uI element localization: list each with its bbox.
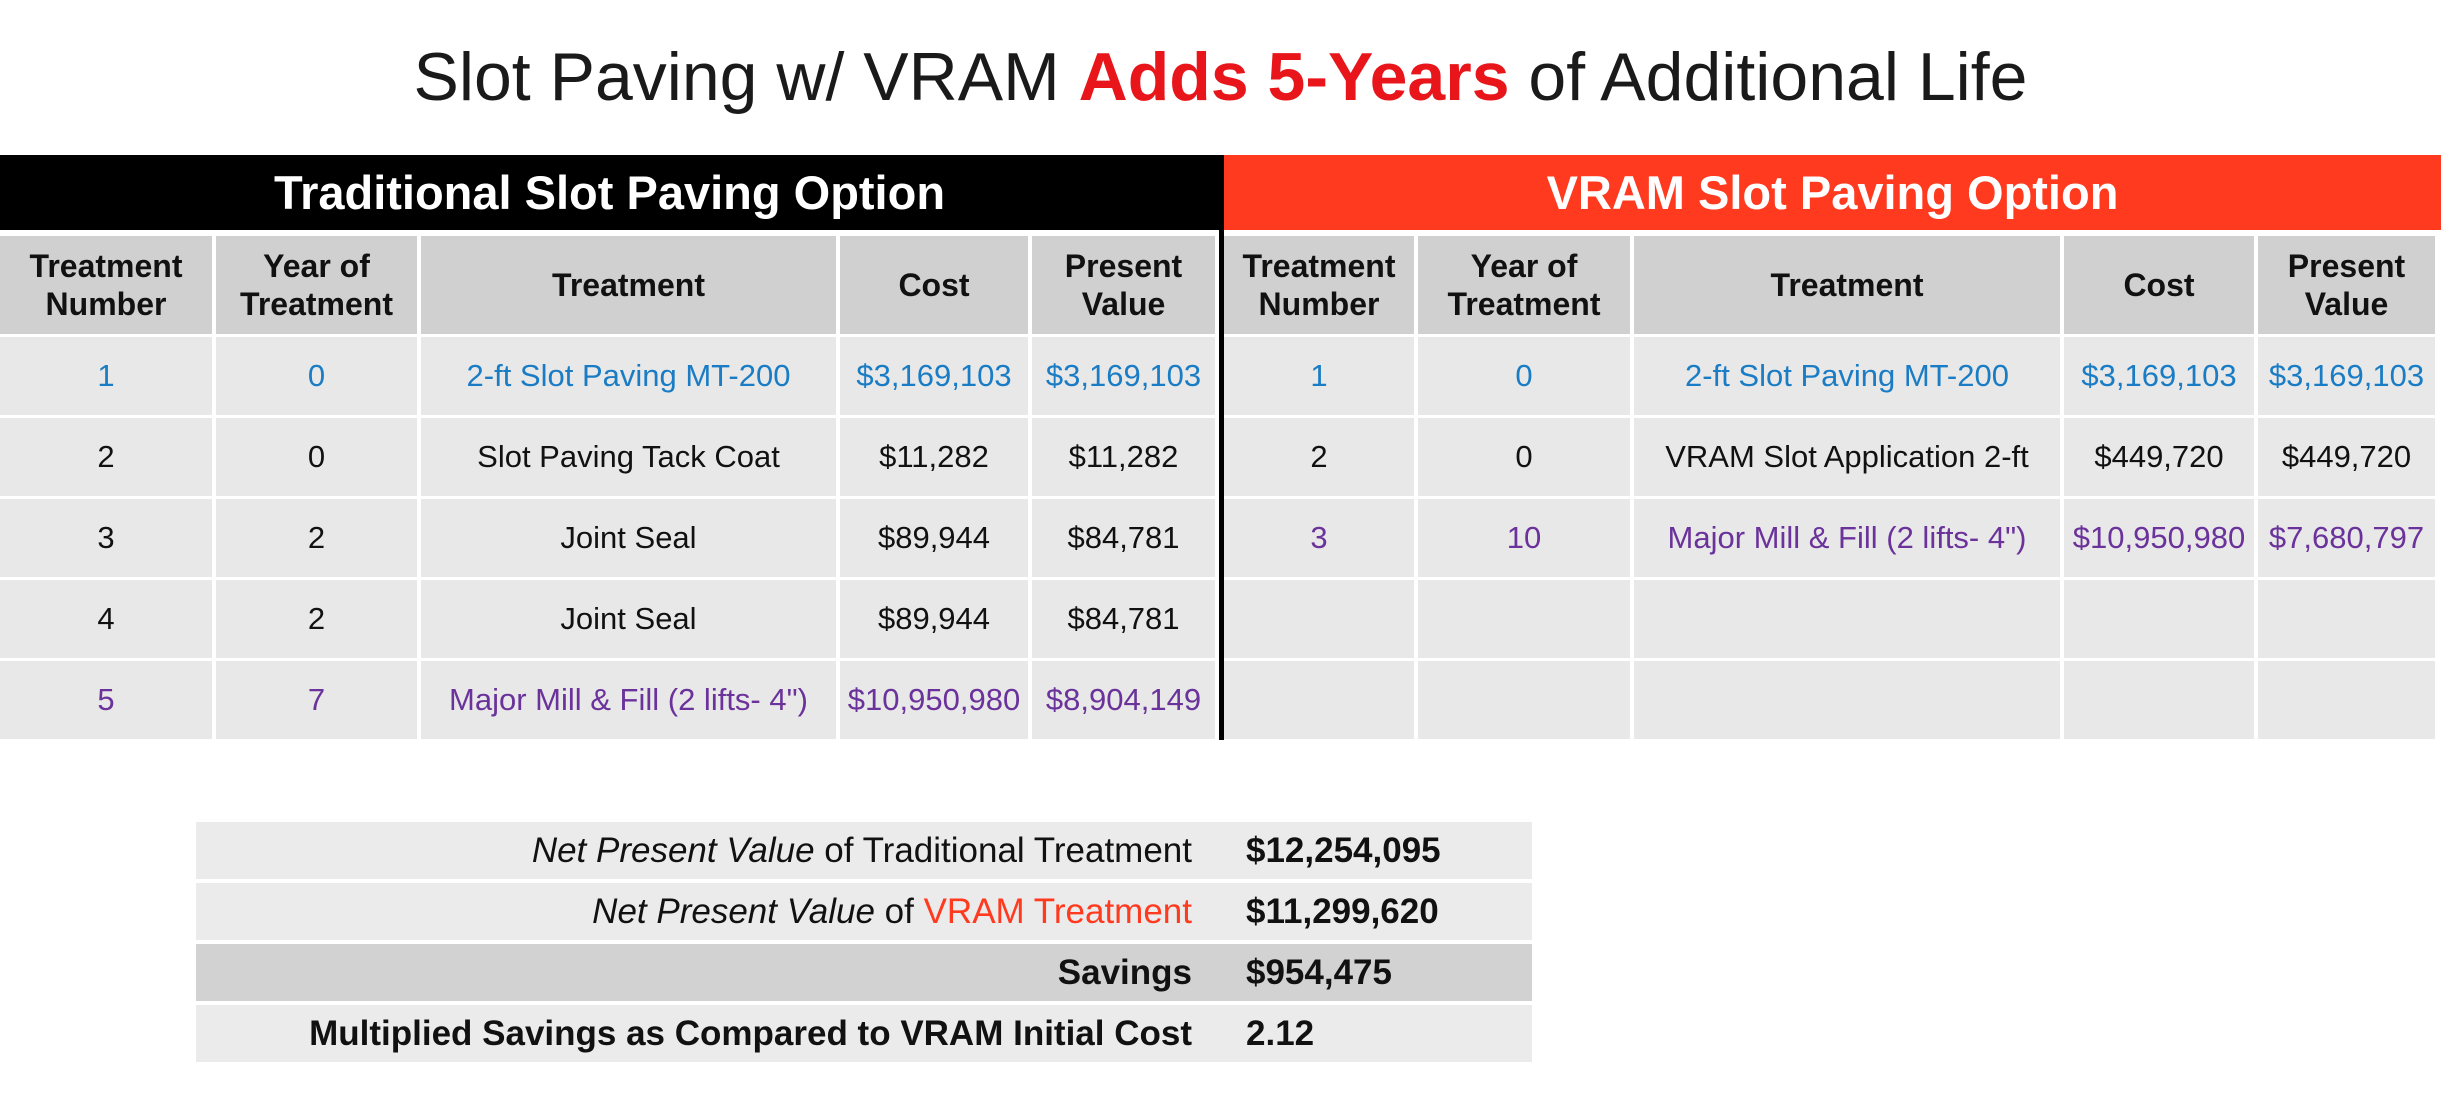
col-treatment-number: Treatment Number <box>1224 236 1414 334</box>
summary-table: Net Present Value of Traditional Treatme… <box>196 822 1532 1066</box>
multiplied-savings-label: Multiplied Savings as Compared to VRAM I… <box>309 1013 1192 1053</box>
page-title: Slot Paving w/ VRAM Adds 5-Years of Addi… <box>0 38 2441 116</box>
table-row: 5 7 Major Mill & Fill (2 lifts- 4") $10,… <box>0 661 1215 739</box>
cost-cell: $89,944 <box>840 580 1028 658</box>
present-value-cell: $84,781 <box>1032 499 1215 577</box>
treatment-number-cell: 5 <box>0 661 212 739</box>
year-cell <box>1418 580 1630 658</box>
year-cell: 0 <box>216 337 417 415</box>
npv-italic-text: Net Present Value <box>531 830 815 870</box>
treatment-number-cell: 2 <box>0 418 212 496</box>
year-cell: 0 <box>216 418 417 496</box>
treatment-cell <box>1634 580 2060 658</box>
section-divider <box>1219 155 1224 740</box>
table-row: 1 0 2-ft Slot Paving MT-200 $3,169,103 $… <box>0 337 1215 415</box>
col-treatment: Treatment <box>421 236 836 334</box>
present-value-cell: $3,169,103 <box>1032 337 1215 415</box>
treatment-number-cell: 4 <box>0 580 212 658</box>
table-row: 4 2 Joint Seal $89,944 $84,781 <box>0 580 1215 658</box>
table-row-empty <box>1224 661 2435 739</box>
cost-cell: $3,169,103 <box>2064 337 2254 415</box>
treatment-cell: Joint Seal <box>421 580 836 658</box>
year-cell: 2 <box>216 499 417 577</box>
cost-cell: $449,720 <box>2064 418 2254 496</box>
year-cell: 0 <box>1418 337 1630 415</box>
title-suffix: of Additional Life <box>1509 39 2028 115</box>
cost-cell: $10,950,980 <box>2064 499 2254 577</box>
treatment-number-cell <box>1224 580 1414 658</box>
npv-vram-value: $11,299,620 <box>1246 891 1439 931</box>
npv-traditional-label: Net Present Value of Traditional Treatme… <box>196 822 1208 879</box>
present-value-cell <box>2258 661 2435 739</box>
treatment-cell: Slot Paving Tack Coat <box>421 418 836 496</box>
savings-row: Savings $954,475 <box>196 944 1532 1001</box>
table-row: 3 10 Major Mill & Fill (2 lifts- 4") $10… <box>1224 499 2435 577</box>
cost-cell <box>2064 580 2254 658</box>
multiplied-savings-row: Multiplied Savings as Compared to VRAM I… <box>196 1005 1532 1062</box>
col-treatment: Treatment <box>1634 236 2060 334</box>
col-present-value: Present Value <box>1032 236 1215 334</box>
present-value-cell: $11,282 <box>1032 418 1215 496</box>
npv-traditional-row: Net Present Value of Traditional Treatme… <box>196 822 1532 879</box>
title-prefix: Slot Paving w/ VRAM <box>413 39 1079 115</box>
multiplied-savings-value: 2.12 <box>1246 1013 1315 1053</box>
year-cell: 2 <box>216 580 417 658</box>
npv-traditional-text: of Traditional Treatment <box>814 830 1192 870</box>
treatment-cell: 2-ft Slot Paving MT-200 <box>421 337 836 415</box>
treatment-number-cell: 1 <box>0 337 212 415</box>
savings-label: Savings <box>1057 952 1192 992</box>
traditional-treatment-table: Treatment Number Year of Treatment Treat… <box>0 233 1219 742</box>
table-row: 2 0 Slot Paving Tack Coat $11,282 $11,28… <box>0 418 1215 496</box>
cost-cell: $3,169,103 <box>840 337 1028 415</box>
treatment-cell: 2-ft Slot Paving MT-200 <box>1634 337 2060 415</box>
treatment-cell: Major Mill & Fill (2 lifts- 4") <box>1634 499 2060 577</box>
treatment-cell: Joint Seal <box>421 499 836 577</box>
present-value-cell: $84,781 <box>1032 580 1215 658</box>
cost-cell <box>2064 661 2254 739</box>
present-value-cell <box>2258 580 2435 658</box>
year-cell <box>1418 661 1630 739</box>
treatment-number-cell <box>1224 661 1414 739</box>
col-year-of-treatment: Year of Treatment <box>1418 236 1630 334</box>
col-cost: Cost <box>2064 236 2254 334</box>
treatment-cell: Major Mill & Fill (2 lifts- 4") <box>421 661 836 739</box>
treatment-number-cell: 2 <box>1224 418 1414 496</box>
npv-italic-text: Net Present Value <box>592 891 875 931</box>
table-row: 1 0 2-ft Slot Paving MT-200 $3,169,103 $… <box>1224 337 2435 415</box>
table-header-row: Treatment Number Year of Treatment Treat… <box>1224 236 2435 334</box>
npv-vram-row: Net Present Value of VRAM Treatment $11,… <box>196 883 1532 940</box>
title-highlight: Adds 5-Years <box>1078 39 1510 115</box>
vram-option-heading: VRAM Slot Paving Option <box>1224 155 2441 230</box>
savings-value: $954,475 <box>1246 952 1392 992</box>
year-cell: 7 <box>216 661 417 739</box>
year-cell: 0 <box>1418 418 1630 496</box>
npv-of-text: of <box>874 891 924 931</box>
year-cell: 10 <box>1418 499 1630 577</box>
cost-cell: $10,950,980 <box>840 661 1028 739</box>
vram-treatment-text: VRAM Treatment <box>923 891 1192 931</box>
treatment-number-cell: 3 <box>1224 499 1414 577</box>
col-cost: Cost <box>840 236 1028 334</box>
present-value-cell: $7,680,797 <box>2258 499 2435 577</box>
treatment-cell: VRAM Slot Application 2-ft <box>1634 418 2060 496</box>
col-year-of-treatment: Year of Treatment <box>216 236 417 334</box>
present-value-cell: $3,169,103 <box>2258 337 2435 415</box>
table-row-empty <box>1224 580 2435 658</box>
table-header-row: Treatment Number Year of Treatment Treat… <box>0 236 1215 334</box>
npv-traditional-value: $12,254,095 <box>1246 830 1441 870</box>
present-value-cell: $449,720 <box>2258 418 2435 496</box>
treatment-number-cell: 3 <box>0 499 212 577</box>
table-row: 2 0 VRAM Slot Application 2-ft $449,720 … <box>1224 418 2435 496</box>
treatment-cell <box>1634 661 2060 739</box>
col-treatment-number: Treatment Number <box>0 236 212 334</box>
traditional-option-heading: Traditional Slot Paving Option <box>0 155 1219 230</box>
cost-cell: $11,282 <box>840 418 1028 496</box>
present-value-cell: $8,904,149 <box>1032 661 1215 739</box>
npv-vram-label: Net Present Value of VRAM Treatment <box>196 883 1208 940</box>
cost-cell: $89,944 <box>840 499 1028 577</box>
table-row: 3 2 Joint Seal $89,944 $84,781 <box>0 499 1215 577</box>
treatment-number-cell: 1 <box>1224 337 1414 415</box>
vram-treatment-table: Treatment Number Year of Treatment Treat… <box>1220 233 2439 742</box>
col-present-value: Present Value <box>2258 236 2435 334</box>
